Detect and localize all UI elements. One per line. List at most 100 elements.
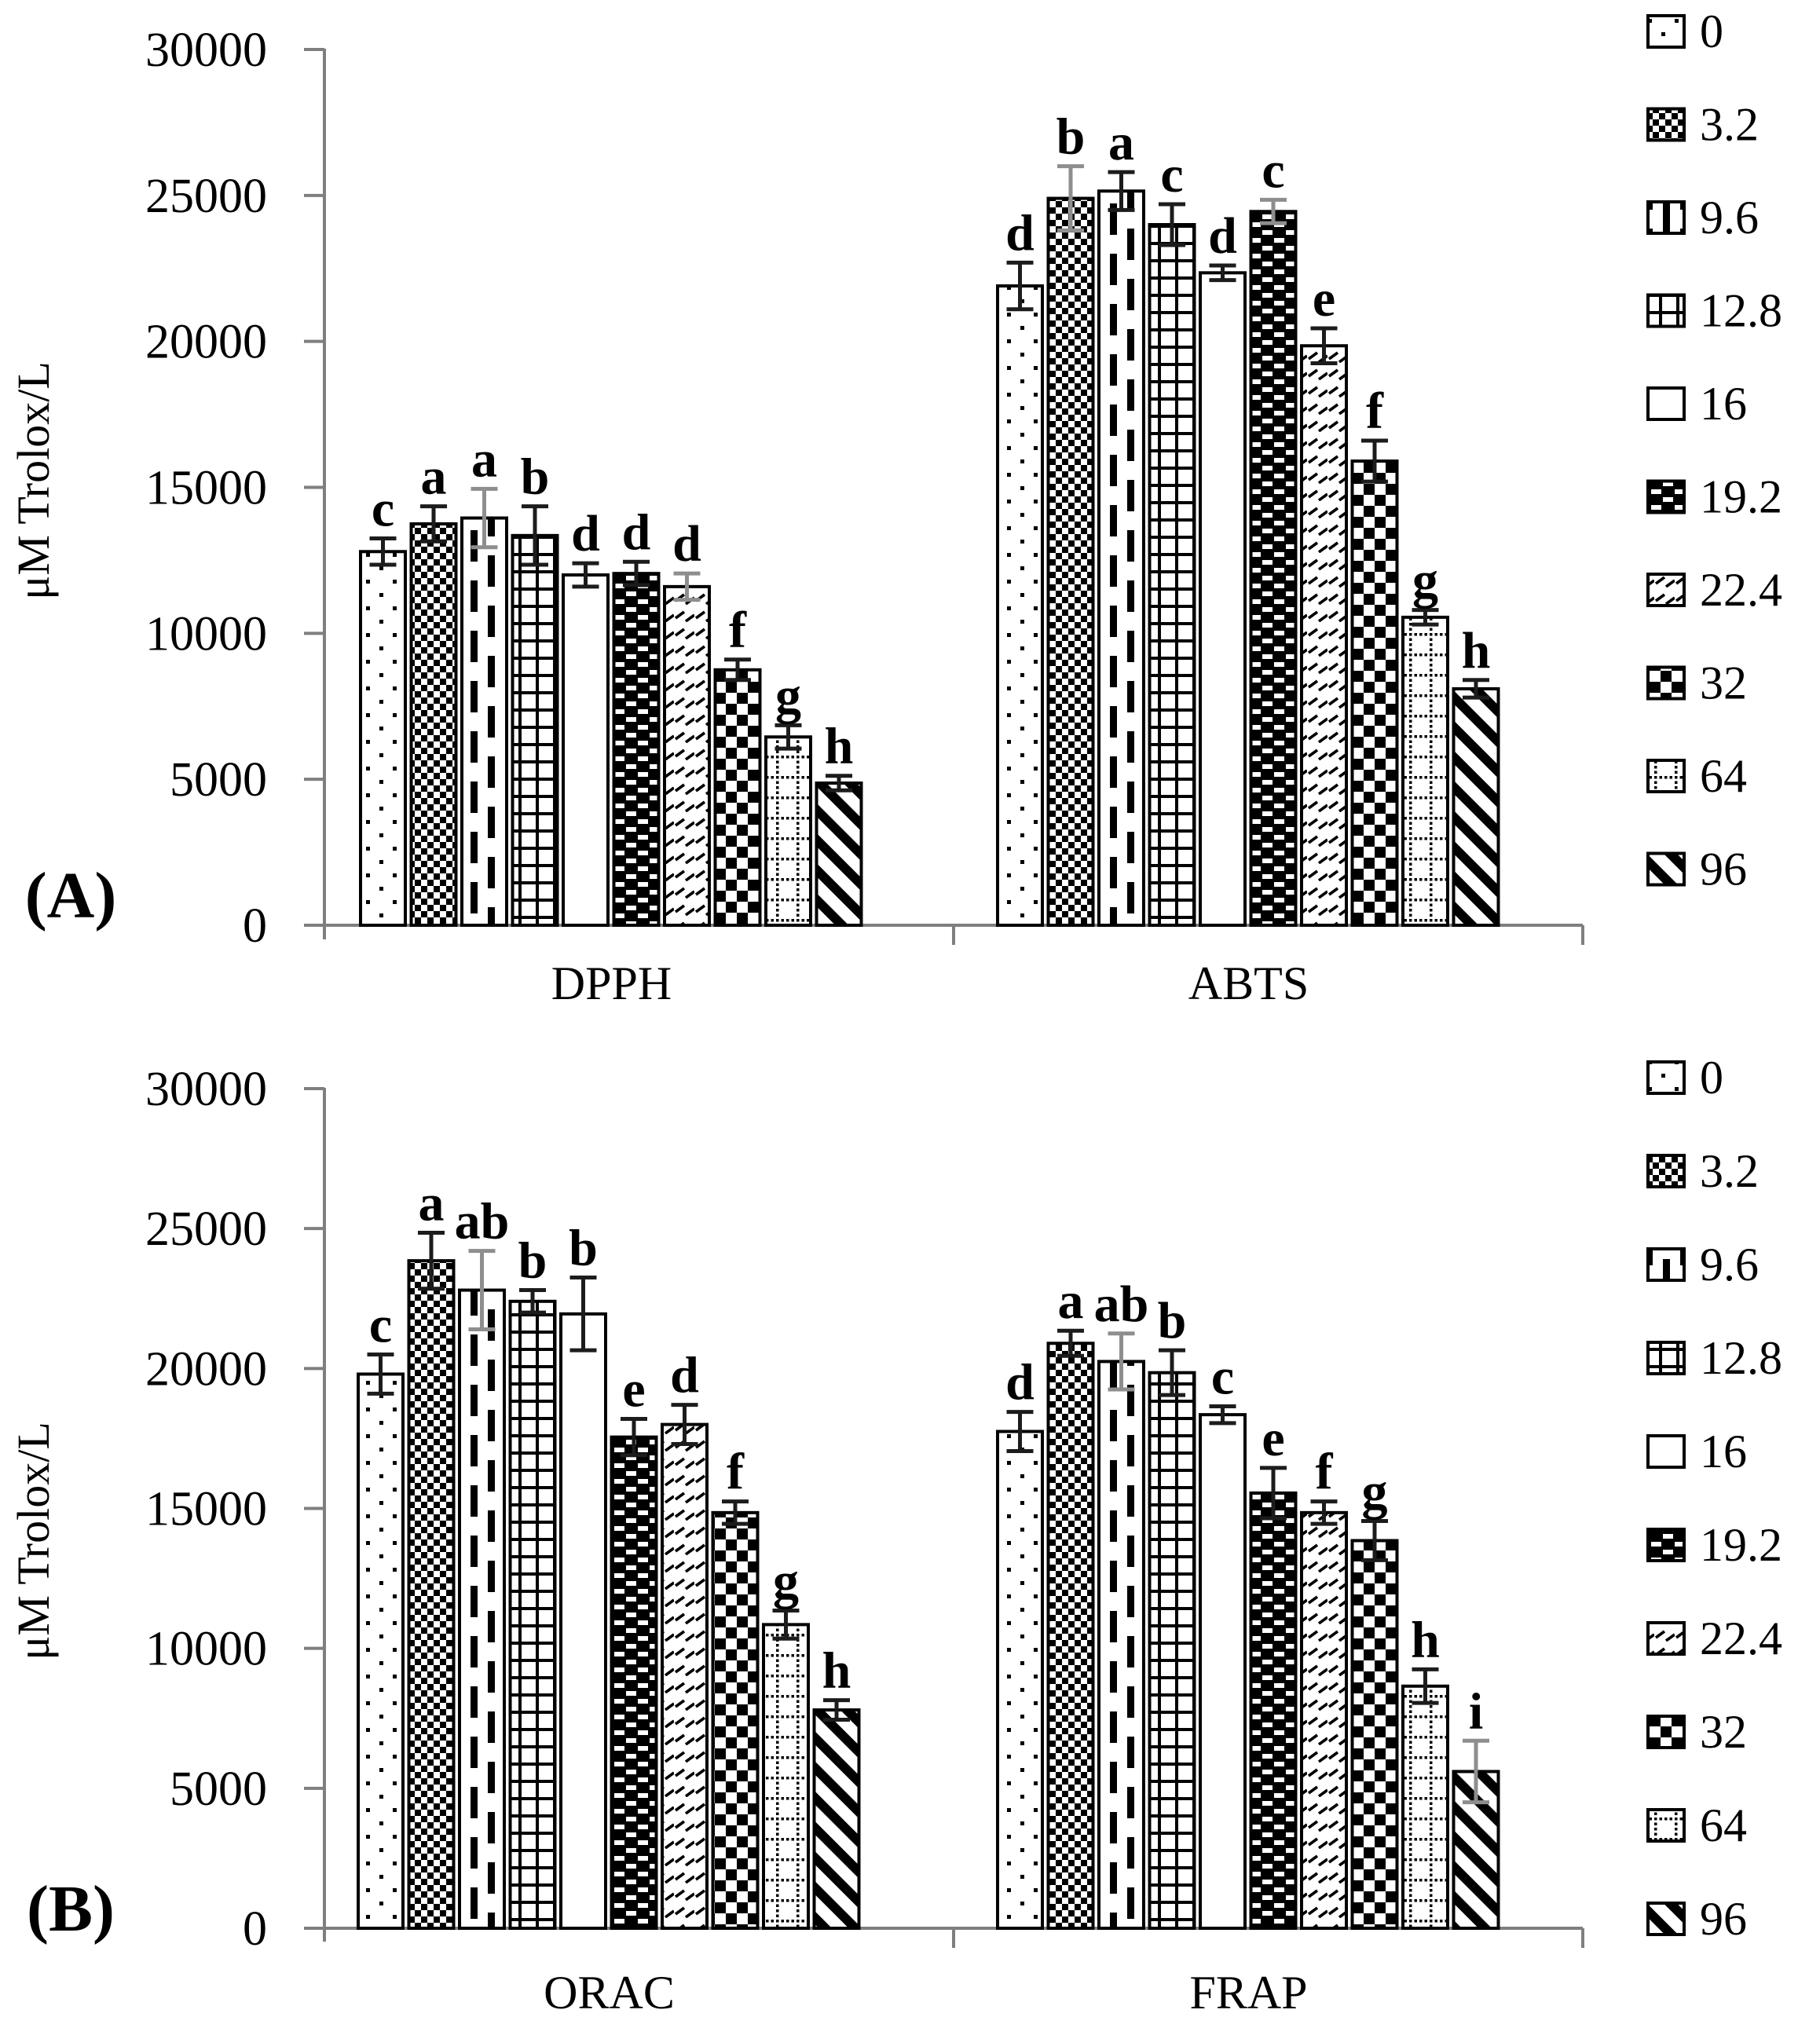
legend-swatch-dark-with-white-dashes	[1646, 1528, 1686, 1562]
legend-swatch-sparse-dots	[1646, 14, 1686, 49]
legend-swatch-vertical-dashes	[1646, 200, 1686, 235]
legend-swatch-vertical-dashes	[1646, 1247, 1686, 1282]
legend-swatch-large-checkerboard	[1646, 1715, 1686, 1749]
significance-letter: d	[1005, 204, 1035, 262]
legend-label: 64	[1700, 750, 1747, 802]
significance-letter: i	[1469, 1682, 1483, 1740]
legend-swatch-plain-white	[1646, 386, 1686, 421]
legend-label: 19.2	[1700, 1519, 1782, 1571]
y-tick-label: 25000	[145, 170, 267, 223]
y-tick-label: 30000	[145, 1063, 267, 1116]
significance-letter: h	[1411, 1611, 1440, 1668]
legend-swatch-dark-with-white-dashes	[1646, 479, 1686, 514]
significance-letter: d	[672, 515, 701, 573]
bar-A-ABTS-12.8	[1148, 223, 1196, 927]
y-tick-label: 25000	[145, 1203, 267, 1256]
legend-label: 22.4	[1700, 564, 1782, 616]
bar-B-ORAC-3.2	[407, 1259, 456, 1930]
bar-A-DPPH-12.8	[511, 533, 559, 927]
x-category-label-ABTS: ABTS	[1188, 957, 1309, 1009]
legend-swatch-plain-white	[1646, 1434, 1686, 1469]
bar-B-ORAC-12.8	[508, 1299, 557, 1930]
legend-swatch-small-checkerboard	[1646, 1154, 1686, 1188]
y-tick-label: 10000	[145, 607, 267, 661]
legend-swatch-dotted-grid	[1646, 759, 1686, 793]
significance-letter: d	[571, 505, 600, 562]
x-category-label-ORAC: ORAC	[544, 1967, 675, 2019]
bar-B-FRAP-64	[1401, 1684, 1449, 1931]
bar-A-ABTS-9.6	[1097, 189, 1145, 927]
panel-a-label: (A)	[25, 859, 117, 932]
legend-label: 16	[1700, 1426, 1747, 1477]
bar-A-DPPH-3.2	[409, 522, 458, 927]
legend-label: 3.2	[1700, 1145, 1759, 1197]
bar-A-DPPH-9.6	[460, 516, 508, 927]
significance-letter: b	[521, 448, 550, 506]
legend-label: 12.8	[1700, 285, 1782, 337]
bar-A-ABTS-96	[1452, 686, 1500, 927]
significance-letter: f	[1366, 383, 1384, 440]
legend-label: 3.2	[1700, 99, 1759, 151]
significance-letter: d	[1208, 207, 1237, 265]
bar-A-DPPH-64	[764, 735, 812, 928]
legend-swatch-bold-diagonal-stripes	[1646, 851, 1686, 887]
legend-swatch-small-checkerboard	[1646, 107, 1686, 142]
bar-B-FRAP-9.6	[1097, 1360, 1145, 1931]
bar-B-ORAC-22.4	[661, 1422, 709, 1930]
legend-label: 9.6	[1700, 1239, 1759, 1290]
bar-B-FRAP-16	[1199, 1413, 1247, 1930]
bar-A-ABTS-0	[996, 284, 1044, 927]
significance-letter: d	[670, 1347, 699, 1404]
y-tick-label: 30000	[145, 24, 267, 77]
y-tick-label: 0	[243, 1902, 267, 1956]
significance-letter: e	[1262, 1410, 1284, 1467]
significance-letter: f	[729, 602, 747, 659]
y-tick-label: 20000	[145, 316, 267, 369]
legend-swatch-bold-diagonal-stripes	[1646, 1902, 1686, 1936]
significance-letter: c	[1211, 1348, 1234, 1405]
significance-letter: f	[727, 1444, 745, 1501]
legend-label: 32	[1700, 657, 1747, 709]
legend-label: 0	[1700, 5, 1723, 57]
significance-letter: a	[471, 430, 497, 488]
significance-letter: d	[622, 503, 651, 561]
legend-swatch-large-checkerboard	[1646, 665, 1686, 701]
x-category-label-DPPH: DPPH	[551, 957, 672, 1009]
legend-swatch-grid-lines	[1646, 1341, 1686, 1375]
legend-swatch-sparse-dots	[1646, 1060, 1686, 1095]
bar-B-FRAP-19.2	[1249, 1491, 1298, 1930]
significance-letter: h	[825, 718, 854, 775]
bar-A-ABTS-19.2	[1249, 210, 1298, 927]
bar-A-ABTS-16	[1199, 271, 1247, 927]
bar-A-DPPH-96	[815, 781, 863, 928]
legend-label: 96	[1700, 1893, 1747, 1945]
bar-A-ABTS-3.2	[1046, 196, 1095, 928]
y-tick-label: 5000	[170, 753, 267, 807]
significance-letter: g	[775, 667, 801, 724]
y-axis-title-panel-b: μM Trolox/L	[8, 1422, 59, 1660]
legend-swatch-grid-lines	[1646, 293, 1686, 328]
y-axis-title-panel-a: μM Trolox/L	[8, 361, 59, 599]
y-tick-label: 15000	[145, 462, 267, 515]
y-tick-label: 15000	[145, 1483, 267, 1536]
bar-B-ORAC-0	[357, 1372, 405, 1930]
significance-letter: d	[1005, 1354, 1035, 1411]
significance-letter: h	[822, 1642, 851, 1700]
significance-letter: b	[1056, 108, 1086, 166]
significance-letter: b	[569, 1220, 598, 1277]
legend-label: 19.2	[1700, 471, 1782, 523]
bar-A-ABTS-64	[1401, 615, 1449, 927]
significance-letter: c	[1160, 146, 1183, 203]
legend-label: 9.6	[1700, 192, 1759, 243]
significance-letter: b	[518, 1232, 547, 1290]
significance-letter: f	[1316, 1444, 1334, 1501]
legend-label: 12.8	[1700, 1332, 1782, 1384]
legend-label: 16	[1700, 378, 1747, 430]
bar-A-ABTS-32	[1350, 459, 1399, 927]
bar-B-FRAP-3.2	[1046, 1342, 1095, 1930]
bar-A-ABTS-22.4	[1300, 344, 1348, 928]
y-tick-label: 20000	[145, 1342, 267, 1396]
